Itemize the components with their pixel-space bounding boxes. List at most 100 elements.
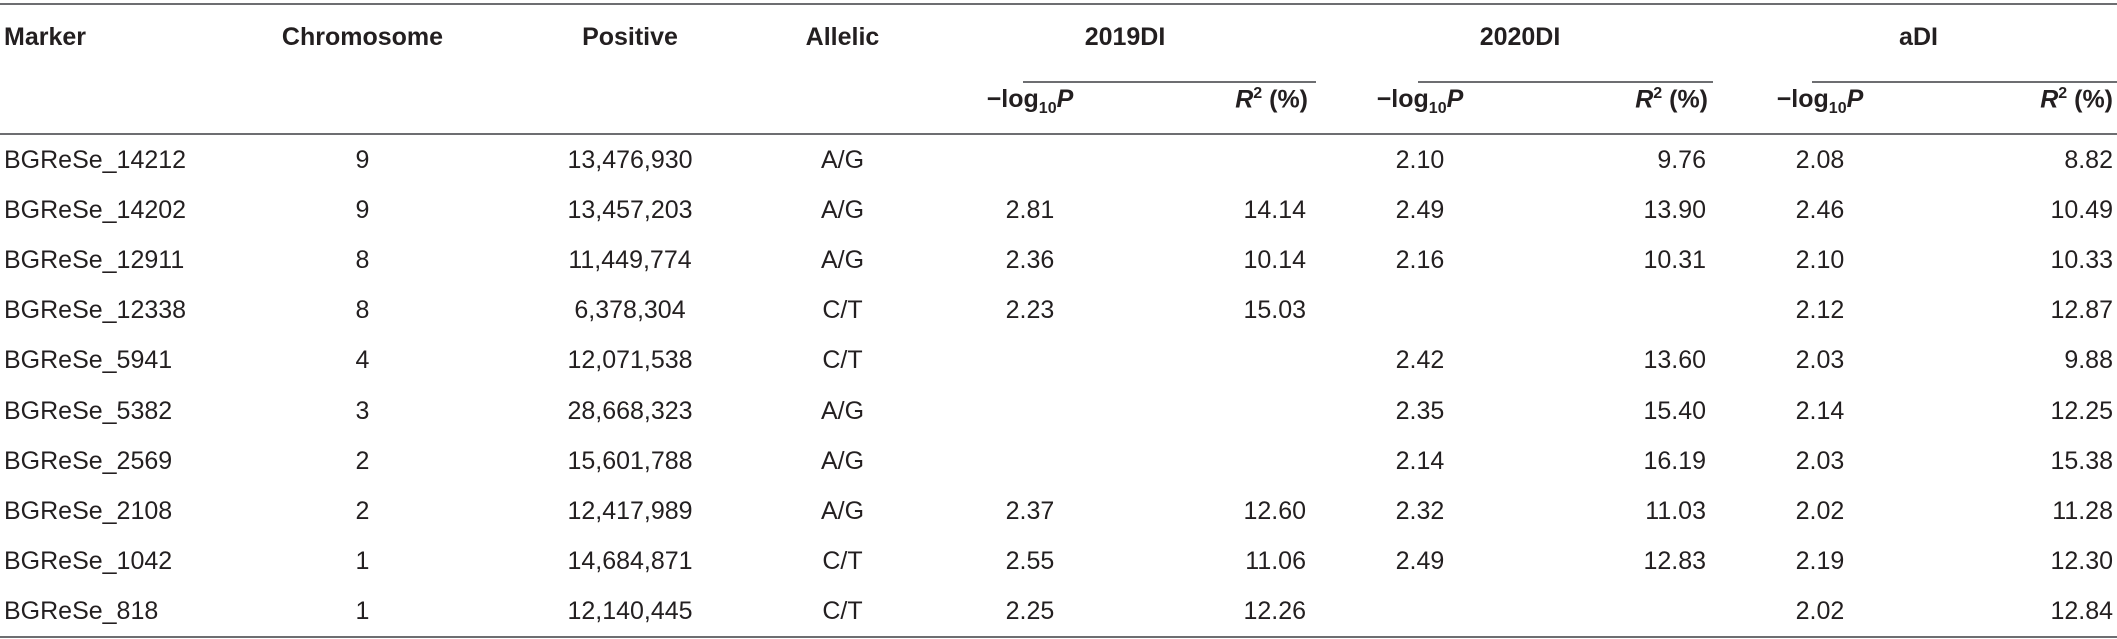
table-row: BGReSe_2108 2 12,417,989 A/G 2.37 12.60 … [0,486,2117,536]
cell-2020-logp: 2.14 [1395,446,1445,475]
r-superscript: 2 [2058,85,2068,102]
cell-positive: 14,684,871 [567,547,693,576]
cell-allelic: A/G [820,446,865,475]
cell-2019-r2: 11.06 [1245,547,1306,576]
cell-2020-r2: 11.03 [1645,496,1706,525]
cell-marker: BGReSe_5941 [4,346,173,375]
cell-marker: BGReSe_12338 [4,296,187,325]
cell-2019-logp: 2.55 [1005,547,1055,576]
cell-adi-r2: 12.30 [2050,547,2113,576]
cell-positive: 15,601,788 [567,446,693,475]
cell-chromosome: 8 [355,245,370,274]
cell-chromosome: 8 [355,296,370,325]
cell-marker: BGReSe_12911 [4,245,185,274]
log-var: P [1446,85,1464,113]
cell-2019-r2: 12.26 [1243,597,1306,626]
cell-adi-r2: 12.25 [2050,396,2113,425]
cell-2019-r2: 10.14 [1243,245,1306,274]
cell-2020-logp: 2.32 [1395,496,1445,525]
cell-2019-r2: 15.03 [1243,296,1306,325]
group-header-2019di: 2019DI [1084,23,1166,51]
cell-allelic: C/T [822,296,863,325]
group-header-2020di: 2020DI [1479,23,1561,51]
cell-marker: BGReSe_1042 [4,547,173,576]
cell-marker: BGReSe_2108 [4,496,173,525]
cell-adi-logp: 2.02 [1795,496,1845,525]
r-var: R [1635,85,1654,114]
r-suffix: (%) [1262,85,1308,114]
log-prefix: −log [1776,85,1829,113]
table-row: BGReSe_12911 8 11,449,774 A/G 2.36 10.14… [0,235,2117,285]
cell-2020-r2: 12.83 [1643,547,1706,576]
header-row-1: Marker Chromosome Positive Allelic 2019D… [0,0,2117,85]
cell-adi-r2: 10.49 [2050,195,2113,224]
cell-adi-logp: 2.03 [1795,346,1845,375]
empty-header [505,85,755,135]
cell-2020-logp [1320,587,1520,637]
table-row: BGReSe_818 1 12,140,445 C/T 2.25 12.26 2… [0,587,2117,637]
cell-2020-logp: 2.49 [1395,547,1445,576]
cell-2020-r2: 10.31 [1643,245,1706,274]
cell-adi-r2: 11.28 [2052,496,2113,525]
cell-2019-r2 [1130,135,1320,185]
cell-chromosome: 2 [355,496,370,525]
table-row: BGReSe_5382 3 28,668,323 A/G 2.35 15.40 … [0,386,2117,436]
cell-2020-r2: 15.40 [1643,396,1706,425]
bottom-rule [0,636,2117,638]
cell-allelic: A/G [820,245,865,274]
cell-2020-r2: 9.76 [1657,145,1706,174]
cell-positive: 12,140,445 [567,597,693,626]
cell-marker: BGReSe_14212 [4,145,187,174]
cell-chromosome: 1 [355,597,370,626]
cell-2019-logp: 2.81 [1005,195,1055,224]
r-suffix: (%) [2067,85,2113,114]
cell-2019-logp: 2.23 [1005,296,1055,325]
cell-marker: BGReSe_818 [4,597,159,626]
cell-chromosome: 4 [355,346,370,375]
cell-allelic: C/T [822,597,863,626]
log-var: P [1846,85,1864,113]
cell-2020-logp [1320,286,1520,336]
cell-adi-logp: 2.08 [1795,145,1845,174]
r-var: R [2040,85,2059,114]
cell-2019-r2: 12.60 [1243,496,1306,525]
cell-adi-r2: 9.88 [2064,346,2113,375]
cell-2020-r2: 13.60 [1643,346,1706,375]
cell-chromosome: 9 [355,195,370,224]
cell-positive: 12,417,989 [567,496,693,525]
cell-allelic: C/T [822,547,863,576]
cell-adi-logp: 2.46 [1795,195,1845,224]
r-var: R [1235,85,1254,114]
table-row: BGReSe_5941 4 12,071,538 C/T 2.42 13.60 … [0,336,2117,386]
empty-header [220,85,505,135]
col-header-marker: Marker [4,23,86,51]
cell-marker: BGReSe_5382 [4,396,173,425]
table-row: BGReSe_14202 9 13,457,203 A/G 2.81 14.14… [0,185,2117,235]
r-superscript: 2 [1253,85,1263,102]
cell-2020-logp: 2.16 [1395,245,1445,274]
r2-header-2020: R2 (%) [1520,85,1720,135]
cell-2019-logp: 2.25 [1005,597,1055,626]
cell-2019-r2 [1130,436,1320,486]
cell-adi-r2: 12.84 [2050,597,2113,626]
cell-2020-r2: 16.19 [1643,446,1706,475]
cell-positive: 6,378,304 [574,296,686,325]
header-row-2: −log10P R2 (%) −log10P R2 (%) −log10P R2… [0,85,2117,135]
empty-header [0,85,220,135]
cell-adi-r2: 12.87 [2050,296,2113,325]
cell-2019-logp: 2.36 [1005,245,1055,274]
cell-2019-logp [930,436,1130,486]
log-subscript: 10 [1038,100,1057,117]
top-rule [0,3,2117,5]
r-superscript: 2 [1653,85,1663,102]
table-row: BGReSe_2569 2 15,601,788 A/G 2.14 16.19 … [0,436,2117,486]
group-rule-2020 [1418,81,1713,83]
table-row: BGReSe_1042 1 14,684,871 C/T 2.55 11.06 … [0,537,2117,587]
cell-positive: 28,668,323 [567,396,693,425]
cell-adi-logp: 2.03 [1795,446,1845,475]
cell-adi-logp: 2.14 [1795,396,1845,425]
log-p-header-2020: −log10P [1320,85,1520,135]
table-row: BGReSe_12338 8 6,378,304 C/T 2.23 15.03 … [0,286,2117,336]
cell-2019-logp [930,386,1130,436]
